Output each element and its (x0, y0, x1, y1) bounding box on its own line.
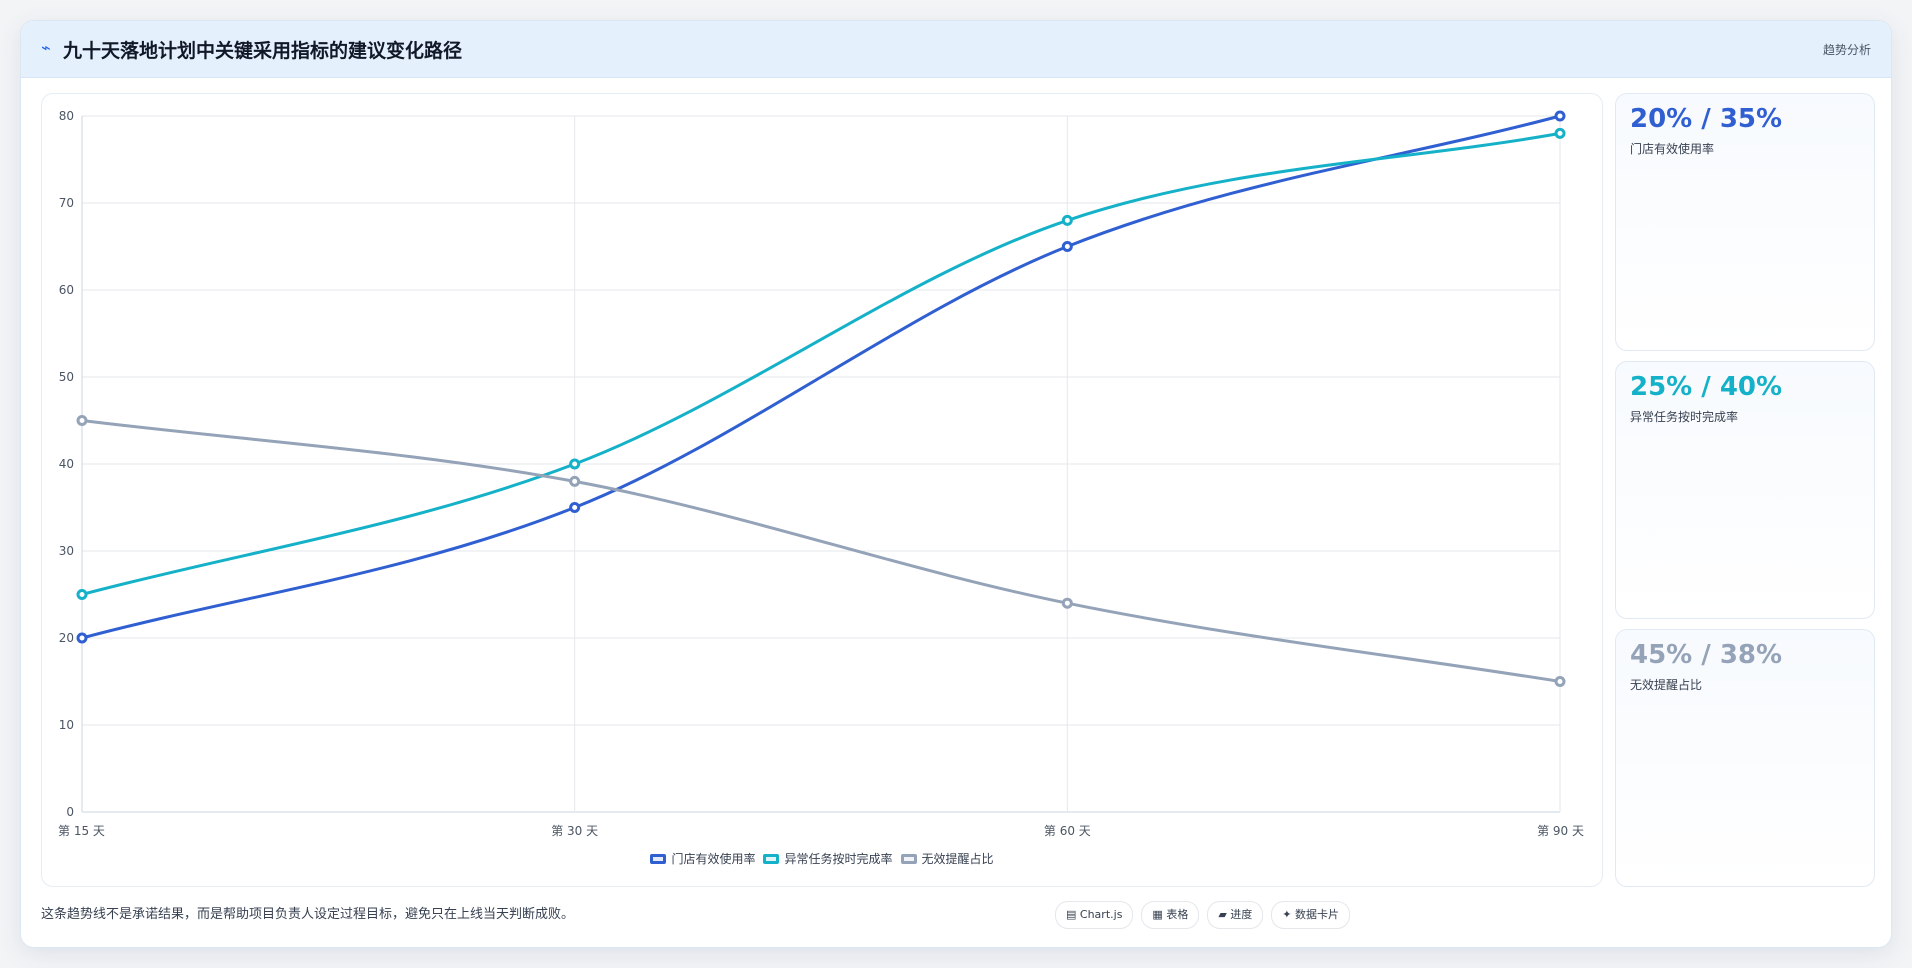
data-point (1554, 110, 1566, 122)
progress-icon: ▰ (1218, 908, 1227, 921)
stat-label: 门店有效使用率 (1630, 142, 1715, 156)
chip-data-card[interactable]: ✦ 数据卡片 (1271, 901, 1351, 929)
table-icon: ▦ (1152, 908, 1163, 921)
data-point (76, 415, 88, 426)
stat-card-invalid: 45% / 38% 无效提醒占比 (1615, 629, 1875, 887)
legend-item[interactable]: 异常任务按时完成率 (763, 850, 893, 867)
y-tick-label: 50 (59, 370, 74, 384)
legend-item[interactable]: 门店有效使用率 (650, 850, 755, 867)
data-point (1061, 241, 1073, 252)
stat-value: 20% / 35% (1630, 104, 1783, 134)
chart-card: 0 10 20 30 40 50 60 70 80 第 15 天 第 30 天 第 60 天 第 90 … (41, 93, 1603, 887)
chip-label: 数据卡片 (1295, 908, 1340, 921)
data-point (1061, 214, 1073, 226)
line-chart: 0 10 20 30 40 50 60 70 80 第 15 天 第 30 天 第 60 天 第 90 … (58, 109, 1584, 838)
x-tick-label: 第 15 天 (58, 824, 105, 838)
y-tick-label: 60 (59, 283, 74, 297)
stat-value: 25% / 40% (1630, 372, 1783, 402)
chart-line-icon: ⌁ (41, 38, 51, 57)
y-tick-label: 70 (59, 196, 74, 210)
chip-label: 进度 (1230, 908, 1253, 921)
chip-label: Chart.js (1079, 908, 1123, 921)
header-tag: 趋势分析 (1822, 43, 1871, 57)
stat-label: 无效提醒占比 (1630, 678, 1703, 692)
legend-swatch (763, 853, 780, 864)
legend-label: 无效提醒占比 (921, 852, 994, 866)
chip-table[interactable]: ▦ 表格 (1141, 901, 1200, 929)
y-tick-label: 40 (59, 457, 74, 471)
legend-label: 门店有效使用率 (671, 852, 756, 866)
series-line-3 (81, 419, 1561, 683)
data-point (76, 589, 88, 600)
y-tick-label: 10 (59, 718, 74, 732)
legend-item[interactable]: 无效提醒占比 (900, 850, 994, 867)
data-point (1061, 597, 1073, 609)
data-point (569, 502, 581, 513)
stat-value: 45% / 38% (1630, 640, 1783, 670)
x-tick-label: 第 60 天 (1044, 824, 1091, 838)
chart-icon: ▤ (1066, 908, 1077, 921)
x-tick-label: 第 90 天 (1537, 824, 1584, 838)
stat-card-completion: 25% / 40% 异常任务按时完成率 (1615, 361, 1875, 619)
chart-panel: ⌁ 九十天落地计划中关键采用指标的建议变化路径 趋势分析 0 10 20 30 40 50… (20, 20, 1892, 948)
series-line-1 (81, 114, 1561, 640)
chip-row: ▤ Chart.js ▦ 表格 ▰ 进度 ✦ 数据卡片 (1055, 901, 1358, 929)
y-tick-label: 80 (59, 109, 74, 123)
y-tick-label: 30 (59, 544, 74, 558)
panel-header: ⌁ 九十天落地计划中关键采用指标的建议变化路径 趋势分析 (21, 21, 1891, 78)
data-point (569, 475, 581, 487)
stat-card-usage: 20% / 35% 门店有效使用率 (1615, 93, 1875, 351)
data-point (76, 632, 88, 644)
data-point (1554, 127, 1566, 139)
chart-legend: 门店有效使用率 异常任务按时完成率 无效提醒占比 (42, 850, 1602, 867)
chip-chartjs[interactable]: ▤ Chart.js (1055, 901, 1134, 929)
sparkle-icon: ✦ (1282, 908, 1292, 921)
chip-progress[interactable]: ▰ 进度 (1207, 901, 1264, 929)
stat-label: 异常任务按时完成率 (1630, 410, 1739, 424)
series-line-2 (81, 131, 1561, 596)
data-point (569, 458, 581, 470)
y-tick-label: 0 (66, 805, 74, 819)
y-tick-label: 20 (59, 631, 74, 645)
page-title: 九十天落地计划中关键采用指标的建议变化路径 (63, 40, 463, 62)
data-point (1554, 676, 1566, 687)
legend-swatch (900, 853, 917, 864)
legend-label: 异常任务按时完成率 (784, 852, 893, 866)
x-tick-label: 第 30 天 (551, 824, 598, 838)
chip-label: 表格 (1166, 908, 1189, 921)
chart-footnote: 这条趋势线不是承诺结果，而是帮助项目负责人设定过程目标，避免只在上线当天判断成败… (41, 907, 575, 922)
legend-swatch (650, 853, 667, 864)
